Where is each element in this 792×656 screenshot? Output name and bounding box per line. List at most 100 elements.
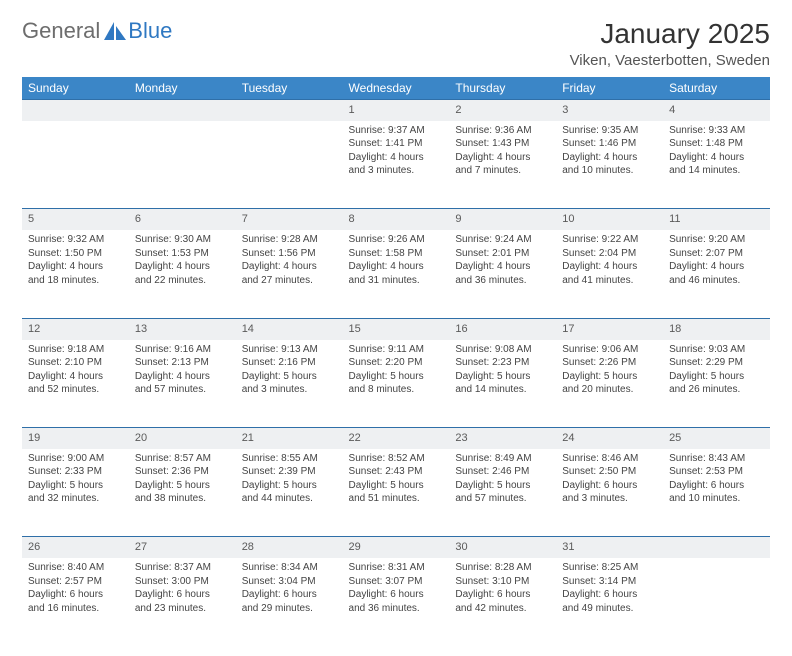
daylight-line-1: Daylight: 4 hours bbox=[349, 151, 444, 165]
day-number-cell: 9 bbox=[449, 209, 556, 230]
daylight-line-2: and 3 minutes. bbox=[349, 164, 444, 178]
sunrise-line: Sunrise: 9:16 AM bbox=[135, 343, 230, 357]
day-cell: Sunrise: 9:36 AMSunset: 1:43 PMDaylight:… bbox=[449, 121, 556, 209]
daylight-line-1: Daylight: 5 hours bbox=[242, 370, 337, 384]
day-cell: Sunrise: 9:24 AMSunset: 2:01 PMDaylight:… bbox=[449, 230, 556, 318]
day-details: Sunrise: 9:26 AMSunset: 1:58 PMDaylight:… bbox=[343, 230, 450, 291]
sunset-line: Sunset: 2:23 PM bbox=[455, 356, 550, 370]
sunrise-line: Sunrise: 8:40 AM bbox=[28, 561, 123, 575]
daylight-line-2: and 8 minutes. bbox=[349, 383, 444, 397]
day-number-cell: 11 bbox=[663, 209, 770, 230]
weekday-header-row: SundayMondayTuesdayWednesdayThursdayFrid… bbox=[22, 77, 770, 100]
sunset-line: Sunset: 1:58 PM bbox=[349, 247, 444, 261]
day-cell: Sunrise: 9:32 AMSunset: 1:50 PMDaylight:… bbox=[22, 230, 129, 318]
day-number-cell: 15 bbox=[343, 318, 450, 339]
day-number-cell: 28 bbox=[236, 537, 343, 558]
day-number-cell: 3 bbox=[556, 100, 663, 121]
daylight-line-2: and 36 minutes. bbox=[455, 274, 550, 288]
daylight-line-2: and 27 minutes. bbox=[242, 274, 337, 288]
sunrise-line: Sunrise: 9:13 AM bbox=[242, 343, 337, 357]
day-number-row: 19202122232425 bbox=[22, 428, 770, 449]
day-details: Sunrise: 9:16 AMSunset: 2:13 PMDaylight:… bbox=[129, 340, 236, 401]
sunrise-line: Sunrise: 9:00 AM bbox=[28, 452, 123, 466]
sunset-line: Sunset: 2:10 PM bbox=[28, 356, 123, 370]
daylight-line-1: Daylight: 4 hours bbox=[455, 260, 550, 274]
sunrise-line: Sunrise: 8:37 AM bbox=[135, 561, 230, 575]
daylight-line-2: and 52 minutes. bbox=[28, 383, 123, 397]
day-details: Sunrise: 8:37 AMSunset: 3:00 PMDaylight:… bbox=[129, 558, 236, 619]
day-cell: Sunrise: 9:13 AMSunset: 2:16 PMDaylight:… bbox=[236, 340, 343, 428]
sunset-line: Sunset: 2:29 PM bbox=[669, 356, 764, 370]
daylight-line-2: and 36 minutes. bbox=[349, 602, 444, 616]
sunrise-line: Sunrise: 9:03 AM bbox=[669, 343, 764, 357]
daylight-line-1: Daylight: 5 hours bbox=[349, 479, 444, 493]
day-number-cell: 19 bbox=[22, 428, 129, 449]
daylight-line-1: Daylight: 4 hours bbox=[669, 151, 764, 165]
sunrise-line: Sunrise: 9:36 AM bbox=[455, 124, 550, 138]
day-details: Sunrise: 9:08 AMSunset: 2:23 PMDaylight:… bbox=[449, 340, 556, 401]
day-cell bbox=[663, 558, 770, 646]
weekday-header: Saturday bbox=[663, 77, 770, 100]
sunset-line: Sunset: 2:04 PM bbox=[562, 247, 657, 261]
day-number-cell bbox=[663, 537, 770, 558]
daylight-line-1: Daylight: 4 hours bbox=[135, 260, 230, 274]
day-number-cell: 8 bbox=[343, 209, 450, 230]
daylight-line-2: and 57 minutes. bbox=[135, 383, 230, 397]
day-cell: Sunrise: 9:22 AMSunset: 2:04 PMDaylight:… bbox=[556, 230, 663, 318]
day-details: Sunrise: 9:28 AMSunset: 1:56 PMDaylight:… bbox=[236, 230, 343, 291]
sunrise-line: Sunrise: 8:46 AM bbox=[562, 452, 657, 466]
sunrise-line: Sunrise: 8:25 AM bbox=[562, 561, 657, 575]
calendar-page: General Blue January 2025 Viken, Vaester… bbox=[0, 0, 792, 656]
day-details: Sunrise: 9:32 AMSunset: 1:50 PMDaylight:… bbox=[22, 230, 129, 291]
day-cell: Sunrise: 9:06 AMSunset: 2:26 PMDaylight:… bbox=[556, 340, 663, 428]
weekday-header: Sunday bbox=[22, 77, 129, 100]
day-cell: Sunrise: 8:55 AMSunset: 2:39 PMDaylight:… bbox=[236, 449, 343, 537]
day-cell: Sunrise: 9:03 AMSunset: 2:29 PMDaylight:… bbox=[663, 340, 770, 428]
daylight-line-1: Daylight: 6 hours bbox=[562, 588, 657, 602]
day-number-cell: 5 bbox=[22, 209, 129, 230]
daylight-line-2: and 3 minutes. bbox=[242, 383, 337, 397]
day-number-row: 12131415161718 bbox=[22, 318, 770, 339]
day-number-cell: 4 bbox=[663, 100, 770, 121]
day-number-cell: 7 bbox=[236, 209, 343, 230]
daylight-line-1: Daylight: 4 hours bbox=[455, 151, 550, 165]
day-details: Sunrise: 8:40 AMSunset: 2:57 PMDaylight:… bbox=[22, 558, 129, 619]
sunset-line: Sunset: 2:13 PM bbox=[135, 356, 230, 370]
sunrise-line: Sunrise: 8:34 AM bbox=[242, 561, 337, 575]
sunset-line: Sunset: 2:07 PM bbox=[669, 247, 764, 261]
sunrise-line: Sunrise: 9:26 AM bbox=[349, 233, 444, 247]
daylight-line-1: Daylight: 5 hours bbox=[135, 479, 230, 493]
week-content-row: Sunrise: 9:32 AMSunset: 1:50 PMDaylight:… bbox=[22, 230, 770, 318]
daylight-line-2: and 29 minutes. bbox=[242, 602, 337, 616]
sunset-line: Sunset: 2:39 PM bbox=[242, 465, 337, 479]
daylight-line-2: and 49 minutes. bbox=[562, 602, 657, 616]
daylight-line-2: and 51 minutes. bbox=[349, 492, 444, 506]
week-content-row: Sunrise: 9:37 AMSunset: 1:41 PMDaylight:… bbox=[22, 121, 770, 209]
weekday-header: Thursday bbox=[449, 77, 556, 100]
day-details: Sunrise: 8:43 AMSunset: 2:53 PMDaylight:… bbox=[663, 449, 770, 510]
daylight-line-2: and 14 minutes. bbox=[669, 164, 764, 178]
sunrise-line: Sunrise: 9:37 AM bbox=[349, 124, 444, 138]
daylight-line-2: and 26 minutes. bbox=[669, 383, 764, 397]
title-block: January 2025 Viken, Vaesterbotten, Swede… bbox=[570, 18, 770, 69]
sunrise-line: Sunrise: 9:08 AM bbox=[455, 343, 550, 357]
day-cell: Sunrise: 8:25 AMSunset: 3:14 PMDaylight:… bbox=[556, 558, 663, 646]
sunset-line: Sunset: 2:20 PM bbox=[349, 356, 444, 370]
day-details: Sunrise: 9:20 AMSunset: 2:07 PMDaylight:… bbox=[663, 230, 770, 291]
sunset-line: Sunset: 1:46 PM bbox=[562, 137, 657, 151]
day-details: Sunrise: 9:37 AMSunset: 1:41 PMDaylight:… bbox=[343, 121, 450, 182]
day-cell: Sunrise: 9:26 AMSunset: 1:58 PMDaylight:… bbox=[343, 230, 450, 318]
header: General Blue January 2025 Viken, Vaester… bbox=[22, 18, 770, 69]
sunset-line: Sunset: 2:26 PM bbox=[562, 356, 657, 370]
sunset-line: Sunset: 1:43 PM bbox=[455, 137, 550, 151]
day-number-cell: 6 bbox=[129, 209, 236, 230]
day-details: Sunrise: 9:33 AMSunset: 1:48 PMDaylight:… bbox=[663, 121, 770, 182]
day-cell: Sunrise: 9:18 AMSunset: 2:10 PMDaylight:… bbox=[22, 340, 129, 428]
day-cell: Sunrise: 8:57 AMSunset: 2:36 PMDaylight:… bbox=[129, 449, 236, 537]
daylight-line-2: and 18 minutes. bbox=[28, 274, 123, 288]
weekday-header: Friday bbox=[556, 77, 663, 100]
sunset-line: Sunset: 1:41 PM bbox=[349, 137, 444, 151]
day-cell: Sunrise: 9:28 AMSunset: 1:56 PMDaylight:… bbox=[236, 230, 343, 318]
daylight-line-2: and 14 minutes. bbox=[455, 383, 550, 397]
daylight-line-1: Daylight: 5 hours bbox=[349, 370, 444, 384]
